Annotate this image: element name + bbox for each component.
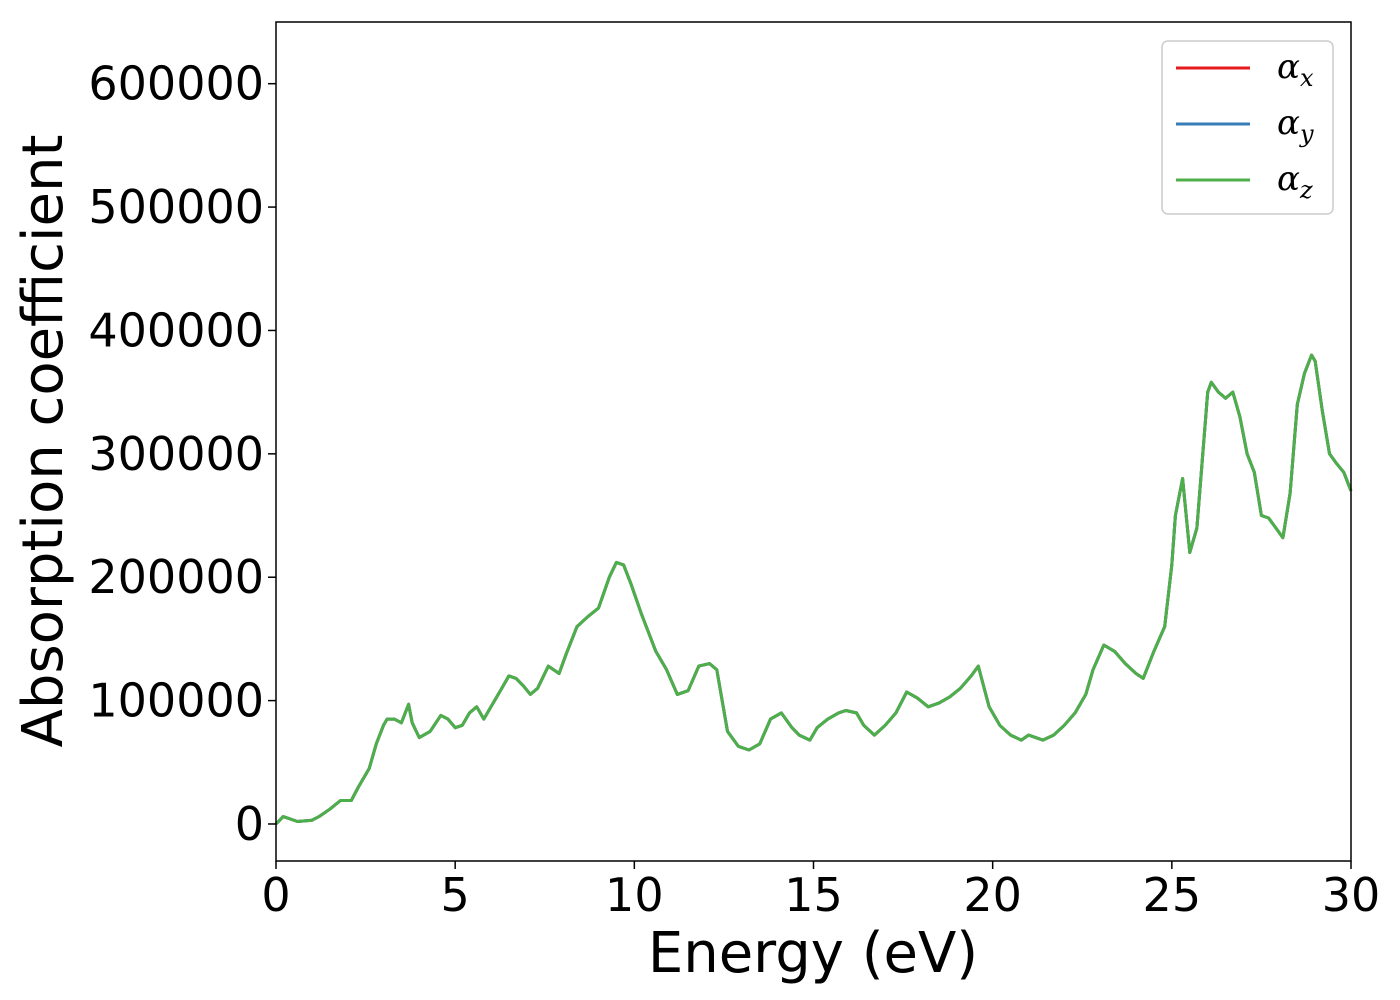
x-axis-ticks: 0 5 10 15 20 25 30 bbox=[261, 861, 1380, 922]
y-tick-label: 400000 bbox=[88, 303, 264, 357]
y-tick-label: 200000 bbox=[88, 550, 264, 604]
legend-box bbox=[1161, 40, 1334, 215]
series-lines bbox=[274, 353, 1353, 826]
x-axis-label: Energy (eV) bbox=[648, 921, 978, 986]
legend-label-y: αy bbox=[1277, 103, 1314, 148]
y-axis-label: Absorption coefficient bbox=[11, 135, 76, 748]
y-tick-label: 100000 bbox=[88, 674, 264, 728]
x-tick-label: 25 bbox=[1143, 868, 1202, 922]
y-tick-label: 500000 bbox=[88, 180, 264, 234]
series-line-1 bbox=[274, 353, 1353, 826]
x-tick-label: 10 bbox=[605, 868, 664, 922]
y-axis-ticks: 0 100000 200000 300000 400000 500000 600000 bbox=[88, 57, 276, 851]
series-line-2 bbox=[274, 353, 1353, 826]
y-tick-label: 0 bbox=[235, 797, 264, 851]
y-tick-label: 600000 bbox=[88, 57, 264, 111]
x-tick-label: 20 bbox=[963, 868, 1022, 922]
x-tick-label: 0 bbox=[261, 868, 290, 922]
legend: αx αy αz bbox=[1161, 40, 1334, 215]
x-tick-label: 30 bbox=[1322, 868, 1381, 922]
series-line-3 bbox=[274, 353, 1353, 826]
x-tick-label: 5 bbox=[441, 868, 470, 922]
y-tick-label: 300000 bbox=[88, 427, 264, 481]
legend-label-z: αz bbox=[1277, 159, 1313, 204]
legend-label-x: αx bbox=[1277, 47, 1314, 92]
x-tick-label: 15 bbox=[784, 868, 843, 922]
